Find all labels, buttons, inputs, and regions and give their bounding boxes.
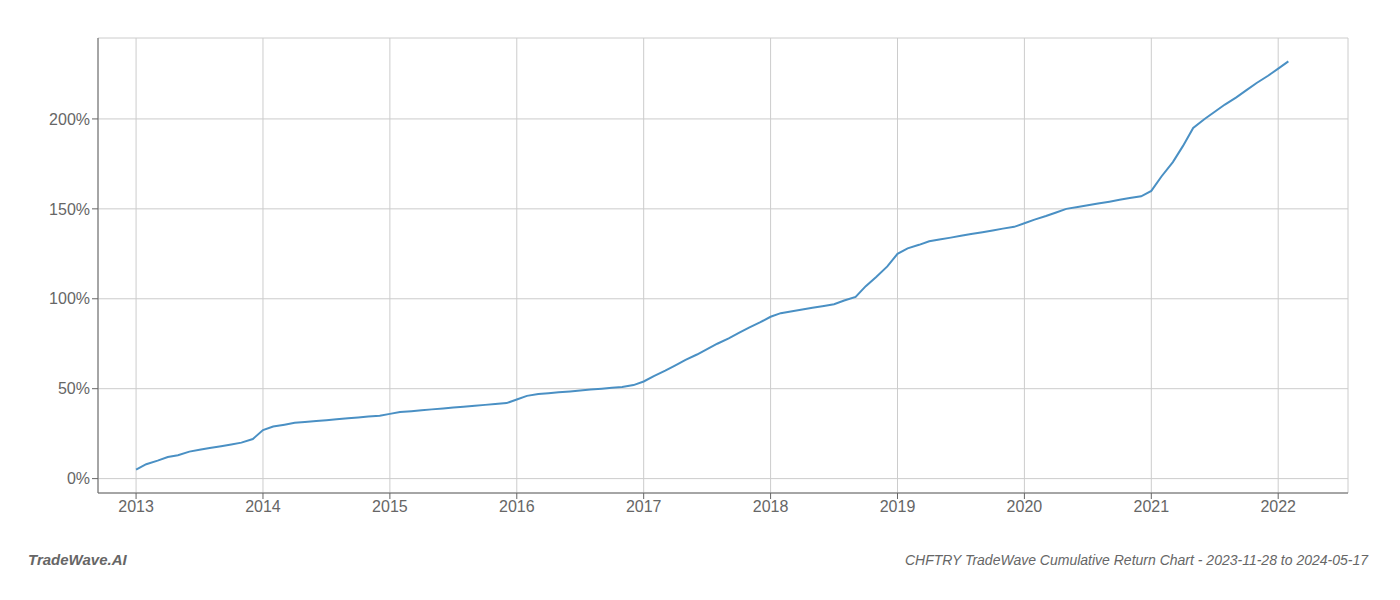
svg-text:2018: 2018 — [753, 498, 789, 515]
svg-text:2013: 2013 — [118, 498, 154, 515]
svg-text:2021: 2021 — [1134, 498, 1170, 515]
svg-text:2022: 2022 — [1260, 498, 1296, 515]
html-text:CHFTRY TradeWave Cumulative Re: CHFTRY TradeWave Cumulative Return Chart… — [905, 551, 1368, 568]
svg-text:2016: 2016 — [499, 498, 535, 515]
svg-text:100%: 100% — [49, 290, 90, 307]
svg-text:2020: 2020 — [1007, 498, 1043, 515]
svg-text:150%: 150% — [49, 201, 90, 218]
html-text:TradeWave.AI: TradeWave.AI — [28, 551, 127, 568]
svg-text:2017: 2017 — [626, 498, 662, 515]
svg-text:2015: 2015 — [372, 498, 408, 515]
svg-text:200%: 200% — [49, 111, 90, 128]
svg-text:2014: 2014 — [245, 498, 281, 515]
svg-text:50%: 50% — [58, 380, 90, 397]
svg-text:2019: 2019 — [880, 498, 916, 515]
svg-text:0%: 0% — [67, 470, 90, 487]
